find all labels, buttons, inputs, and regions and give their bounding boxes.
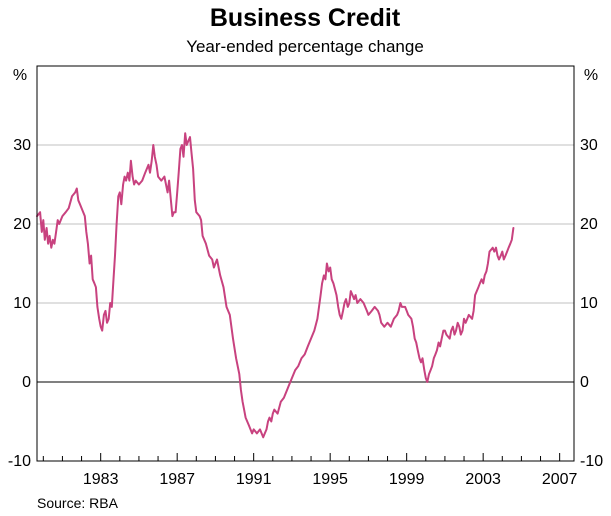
y-unit-left: % bbox=[13, 67, 27, 84]
source-note: Source: RBA bbox=[37, 495, 119, 511]
y-tick-labels-right: 30 20 10 0 -10 bbox=[580, 137, 603, 470]
y-tick-label-left: 20 bbox=[13, 216, 31, 233]
y-tick-label-left: 0 bbox=[22, 374, 31, 391]
y-tick-label-right: 20 bbox=[580, 216, 598, 233]
chart-title: Business Credit bbox=[210, 4, 401, 32]
x-tick-label: 1987 bbox=[159, 471, 195, 488]
x-tick-label: 1991 bbox=[236, 471, 272, 488]
y-unit-right: % bbox=[584, 67, 598, 84]
x-tick-label: 2003 bbox=[465, 471, 501, 488]
y-tick-label-right: -10 bbox=[580, 453, 603, 470]
y-tick-label-right: 30 bbox=[580, 137, 598, 154]
gridlines bbox=[37, 144, 574, 383]
y-tick-label-left: 30 bbox=[13, 137, 31, 154]
plot-frame bbox=[36, 65, 575, 462]
x-tick-label: 1983 bbox=[83, 471, 119, 488]
x-minor-ticks bbox=[42, 456, 542, 461]
chart-subtitle: Year-ended percentage change bbox=[186, 37, 424, 56]
series-group bbox=[36, 132, 515, 439]
y-tick-labels-left: 30 20 10 0 -10 bbox=[8, 137, 31, 470]
x-tick-label: 2007 bbox=[542, 471, 578, 488]
y-tick-label-left: 10 bbox=[13, 295, 31, 312]
series-line-business-credit bbox=[36, 132, 515, 439]
x-tick-labels: 1983 1987 1991 1995 1999 2003 2007 bbox=[83, 453, 578, 488]
x-tick-label: 1999 bbox=[389, 471, 425, 488]
y-tick-label-right: 0 bbox=[580, 374, 589, 391]
y-tick-label-left: -10 bbox=[8, 453, 31, 470]
x-tick-label: 1995 bbox=[312, 471, 348, 488]
y-tick-label-right: 10 bbox=[580, 295, 598, 312]
